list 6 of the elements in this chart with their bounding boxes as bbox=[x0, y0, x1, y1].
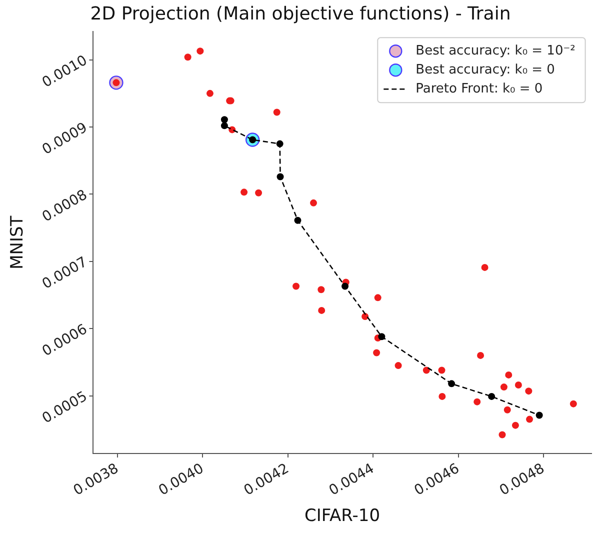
legend-label: Pareto Front: k₀ = 0 bbox=[416, 81, 543, 96]
x-axis-title: CIFAR-10 bbox=[304, 506, 380, 526]
legend-label: Best accuracy: k₀ = 0 bbox=[416, 62, 555, 78]
chart-title: 2D Projection (Main objective functions) - Train bbox=[90, 3, 511, 24]
legend-label: Best accuracy: k₀ = 10⁻² bbox=[416, 43, 576, 58]
y-axis-title: MNIST bbox=[8, 215, 28, 270]
